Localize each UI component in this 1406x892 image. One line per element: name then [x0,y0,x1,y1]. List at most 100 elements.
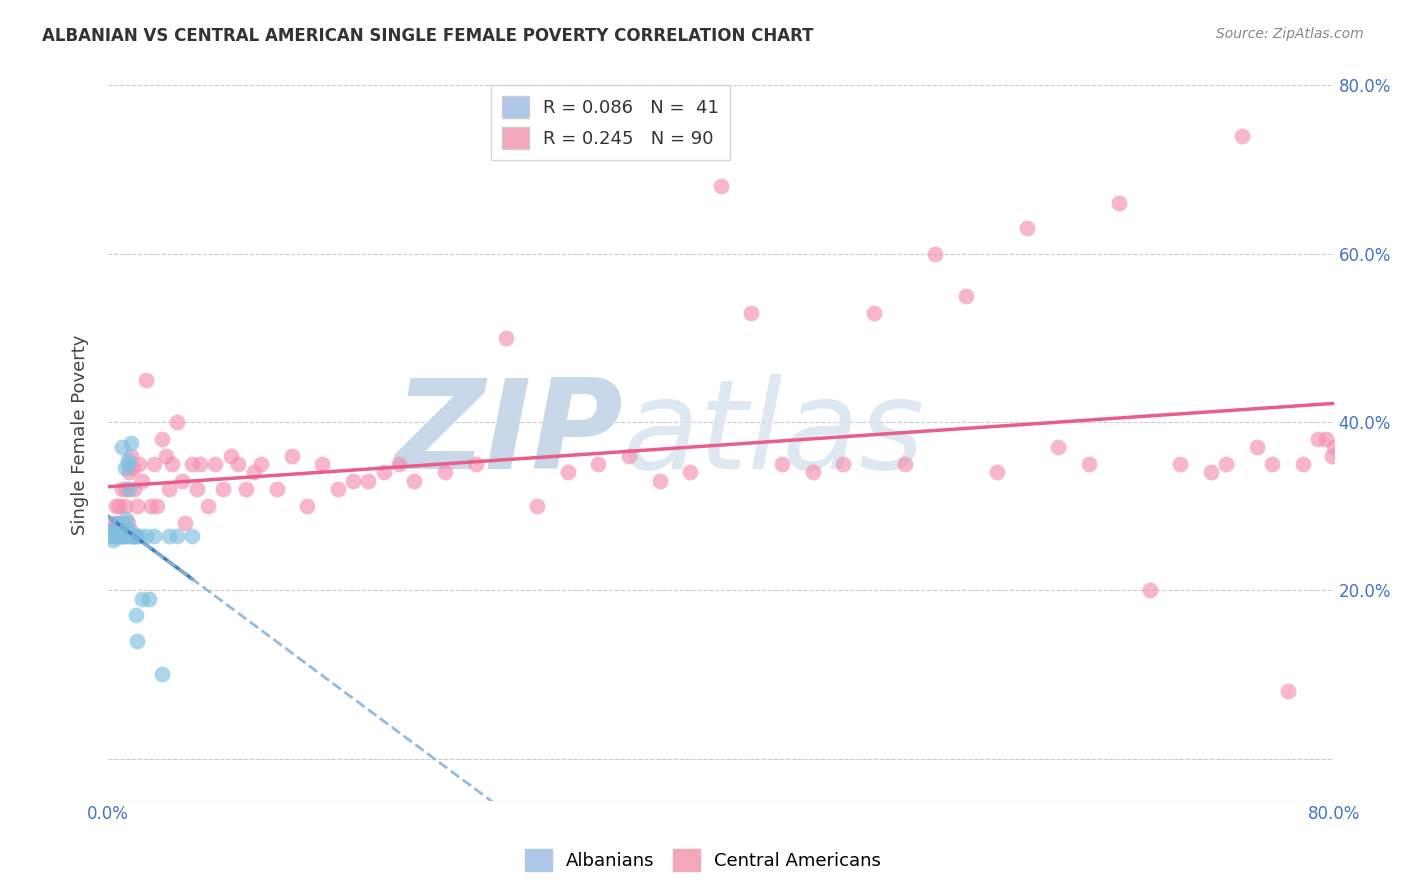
Point [128,457,150,471]
Point [127,499,149,513]
Point [157,483,180,497]
Point [770,457,793,471]
Y-axis label: Single Female Poverty: Single Female Poverty [72,334,89,535]
Point [235,483,257,497]
Point [115,483,138,497]
Point [648,474,671,488]
Text: Source: ZipAtlas.com: Source: ZipAtlas.com [1216,27,1364,41]
Point [557,466,579,480]
Point [1230,128,1253,143]
Point [740,305,762,319]
Point [111,483,134,497]
Point [679,466,702,480]
Point [1320,449,1343,463]
Point [112,528,135,542]
Point [1046,440,1069,454]
Point [166,415,188,429]
Point [162,457,184,471]
Point [107,499,129,513]
Point [114,524,136,539]
Point [110,524,132,539]
Point [586,457,609,471]
Point [112,528,135,542]
Point [242,466,264,480]
Point [226,457,249,471]
Point [150,432,173,446]
Point [434,466,457,480]
Point [146,499,169,513]
Point [103,528,125,542]
Point [832,457,855,471]
Legend: R = 0.086   N =  41, R = 0.245   N = 90: R = 0.086 N = 41, R = 0.245 N = 90 [491,85,730,160]
Text: ZIP: ZIP [394,374,623,495]
Legend: Albanians, Central Americans: Albanians, Central Americans [517,842,889,879]
Point [121,461,143,475]
Point [138,591,160,606]
Point [617,449,640,463]
Point [181,528,204,542]
Point [115,528,138,542]
Point [114,461,136,475]
Point [266,483,288,497]
Point [100,516,122,530]
Point [357,474,380,488]
Point [117,516,139,530]
Point [115,512,138,526]
Point [118,528,141,542]
Point [131,474,153,488]
Point [166,528,188,542]
Point [197,499,219,513]
Point [1308,432,1330,446]
Point [250,457,273,471]
Point [893,457,915,471]
Point [186,483,208,497]
Point [1323,440,1346,454]
Point [135,373,157,387]
Point [219,449,242,463]
Point [1277,684,1299,698]
Point [105,516,128,530]
Point [117,452,139,467]
Point [1261,457,1284,471]
Point [122,528,145,542]
Point [104,524,127,539]
Point [131,591,153,606]
Point [295,499,318,513]
Point [388,457,411,471]
Point [1139,583,1161,598]
Point [104,528,127,542]
Point [104,499,127,513]
Point [326,483,349,497]
Point [122,483,145,497]
Point [311,457,333,471]
Point [118,483,141,497]
Point [464,457,486,471]
Point [1170,457,1192,471]
Point [181,457,204,471]
Point [204,457,226,471]
Point [1315,432,1337,446]
Point [495,331,517,345]
Point [142,528,165,542]
Point [157,528,180,542]
Point [1292,457,1315,471]
Point [150,667,173,681]
Point [110,524,132,539]
Point [127,633,149,648]
Point [111,528,134,542]
Point [281,449,304,463]
Point [142,457,165,471]
Point [101,528,124,542]
Point [117,457,139,471]
Point [112,524,135,539]
Point [111,440,134,454]
Point [105,516,128,530]
Point [1246,440,1268,454]
Point [1108,196,1130,211]
Point [863,305,886,319]
Point [120,436,142,450]
Point [155,449,177,463]
Point [120,524,142,539]
Point [710,179,733,194]
Point [128,528,150,542]
